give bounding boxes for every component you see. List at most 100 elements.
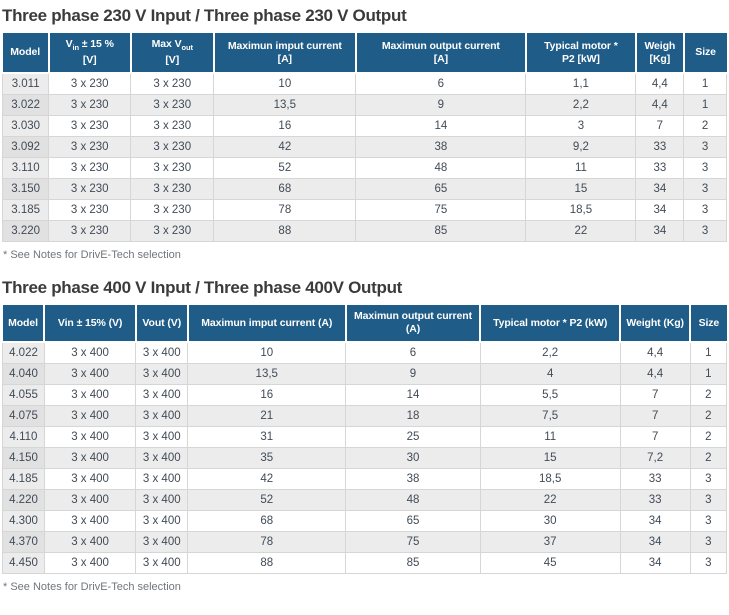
cell-p2: 1,1 xyxy=(525,72,637,96)
column-header-size: Size xyxy=(689,305,727,344)
table-row: 3.022 3 x 230 3 x 230 13,5 9 2,2 4,4 1 xyxy=(1,94,727,117)
cell-weight: 7 xyxy=(635,115,685,138)
column-header-p2: Typical motor * P2 (kW) xyxy=(479,305,621,344)
cell-size: 1 xyxy=(689,341,728,365)
cell-model: 4.300 xyxy=(2,510,45,533)
cell-p2: 2,2 xyxy=(525,94,637,117)
cell-out_a: 38 xyxy=(345,468,481,491)
cell-vout: 3 x 400 xyxy=(135,531,189,554)
spec-table-400v: Model Vin ± 15% (V) Vout (V) Maximun imput … xyxy=(2,305,728,575)
cell-vout: 3 x 400 xyxy=(135,468,189,491)
table-row: 4.075 3 x 400 3 x 400 21 18 7,5 7 2 xyxy=(2,405,728,428)
table-row: 4.022 3 x 400 3 x 400 10 6 2,2 4,4 1 xyxy=(2,341,728,365)
table-row: 4.055 3 x 400 3 x 400 16 14 5,5 7 2 xyxy=(2,384,728,407)
cell-vin: 3 x 400 xyxy=(43,447,137,470)
cell-in_a: 68 xyxy=(213,178,357,201)
cell-p2: 11 xyxy=(525,157,637,180)
cell-model: 3.110 xyxy=(1,157,50,180)
cell-size: 3 xyxy=(683,157,727,180)
cell-in_a: 42 xyxy=(213,136,357,159)
cell-p2: 15 xyxy=(525,178,637,201)
cell-vout: 3 x 230 xyxy=(130,220,215,243)
cell-vin: 3 x 400 xyxy=(43,510,137,533)
cell-out_a: 14 xyxy=(345,384,481,407)
cell-weight: 33 xyxy=(619,468,691,491)
cell-in_a: 10 xyxy=(213,72,357,96)
column-header-in_a: Maximun imput current [A] xyxy=(212,33,356,75)
footnote-400v: * See Notes for DrivE-Tech selection xyxy=(3,581,181,594)
cell-out_a: 6 xyxy=(355,72,527,96)
table-row: 4.300 3 x 400 3 x 400 68 65 30 34 3 xyxy=(2,510,728,533)
cell-model: 4.022 xyxy=(2,341,45,365)
cell-out_a: 18 xyxy=(345,405,481,428)
section-400v: Three phase 400 V Input / Three phase 40… xyxy=(2,277,728,594)
cell-vin: 3 x 400 xyxy=(43,363,137,386)
table-row: 3.220 3 x 230 3 x 230 88 85 22 34 3 xyxy=(1,220,727,243)
cell-out_a: 48 xyxy=(355,157,527,180)
cell-size: 3 xyxy=(689,552,728,575)
cell-weight: 34 xyxy=(635,199,685,222)
cell-vin: 3 x 230 xyxy=(48,72,132,96)
cell-size: 3 xyxy=(689,510,728,533)
cell-weight: 7 xyxy=(619,426,691,449)
cell-model: 4.220 xyxy=(2,489,45,512)
column-header-vout: Vout (V) xyxy=(134,305,188,344)
cell-model: 4.055 xyxy=(2,384,45,407)
cell-vin: 3 x 230 xyxy=(48,199,132,222)
cell-model: 4.040 xyxy=(2,363,45,386)
cell-model: 4.110 xyxy=(2,426,45,449)
cell-size: 1 xyxy=(689,363,728,386)
cell-size: 3 xyxy=(683,220,727,243)
cell-vin: 3 x 230 xyxy=(48,220,132,243)
column-header-p2: Typical motor * P2 [kW] xyxy=(524,33,636,75)
cell-vin: 3 x 400 xyxy=(43,468,137,491)
cell-vout: 3 x 230 xyxy=(130,199,215,222)
cell-vin: 3 x 400 xyxy=(43,531,137,554)
section-230v: Three phase 230 V Input / Three phase 23… xyxy=(1,5,727,262)
column-header-out_a: Maximun output current (A) xyxy=(344,305,481,344)
cell-out_a: 38 xyxy=(355,136,527,159)
cell-vin: 3 x 400 xyxy=(43,384,137,407)
cell-model: 4.075 xyxy=(2,405,45,428)
cell-vout: 3 x 230 xyxy=(130,72,215,96)
column-header-vout: Max Vout [V] xyxy=(129,33,214,75)
header-row: Model Vin ± 15 % [V] Max Vout [V] Maximun imp… xyxy=(2,33,727,75)
cell-p2: 15 xyxy=(479,447,621,470)
column-header-in_a: Maximun imput current (A) xyxy=(186,305,346,344)
cell-weight: 34 xyxy=(619,531,691,554)
cell-in_a: 21 xyxy=(187,405,347,428)
cell-size: 2 xyxy=(689,426,728,449)
column-header-model: Model xyxy=(2,305,45,344)
cell-size: 3 xyxy=(683,178,727,201)
cell-in_a: 88 xyxy=(213,220,357,243)
table-row: 3.092 3 x 230 3 x 230 42 38 9,2 33 3 xyxy=(1,136,727,159)
cell-weight: 7 xyxy=(619,405,691,428)
cell-vout: 3 x 400 xyxy=(135,341,189,365)
table-row: 4.185 3 x 400 3 x 400 42 38 18,5 33 3 xyxy=(2,468,728,491)
column-header-vin: Vin ± 15 % [V] xyxy=(47,33,131,75)
cell-model: 4.185 xyxy=(2,468,45,491)
cell-vin: 3 x 230 xyxy=(48,157,132,180)
section-title-400v: Three phase 400 V Input / Three phase 40… xyxy=(2,278,403,298)
cell-p2: 37 xyxy=(479,531,621,554)
cell-weight: 4,4 xyxy=(635,72,685,96)
cell-size: 3 xyxy=(683,199,727,222)
cell-vout: 3 x 400 xyxy=(135,363,189,386)
cell-out_a: 48 xyxy=(345,489,481,512)
cell-weight: 34 xyxy=(619,552,691,575)
cell-p2: 45 xyxy=(479,552,621,575)
cell-vout: 3 x 230 xyxy=(130,178,215,201)
cell-p2: 7,5 xyxy=(479,405,621,428)
table-row: 4.450 3 x 400 3 x 400 88 85 45 34 3 xyxy=(2,552,728,575)
cell-p2: 18,5 xyxy=(479,468,621,491)
table-row: 4.370 3 x 400 3 x 400 78 75 37 34 3 xyxy=(2,531,728,554)
cell-in_a: 31 xyxy=(187,426,347,449)
spec-table-230v: Model Vin ± 15 % [V] Max Vout [V] Maximun imp… xyxy=(1,33,727,243)
cell-vout: 3 x 230 xyxy=(130,136,215,159)
cell-vin: 3 x 230 xyxy=(48,94,132,117)
cell-vin: 3 x 230 xyxy=(48,115,132,138)
cell-in_a: 13,5 xyxy=(187,363,347,386)
cell-out_a: 85 xyxy=(345,552,481,575)
cell-model: 4.150 xyxy=(2,447,45,470)
cell-p2: 4 xyxy=(479,363,621,386)
